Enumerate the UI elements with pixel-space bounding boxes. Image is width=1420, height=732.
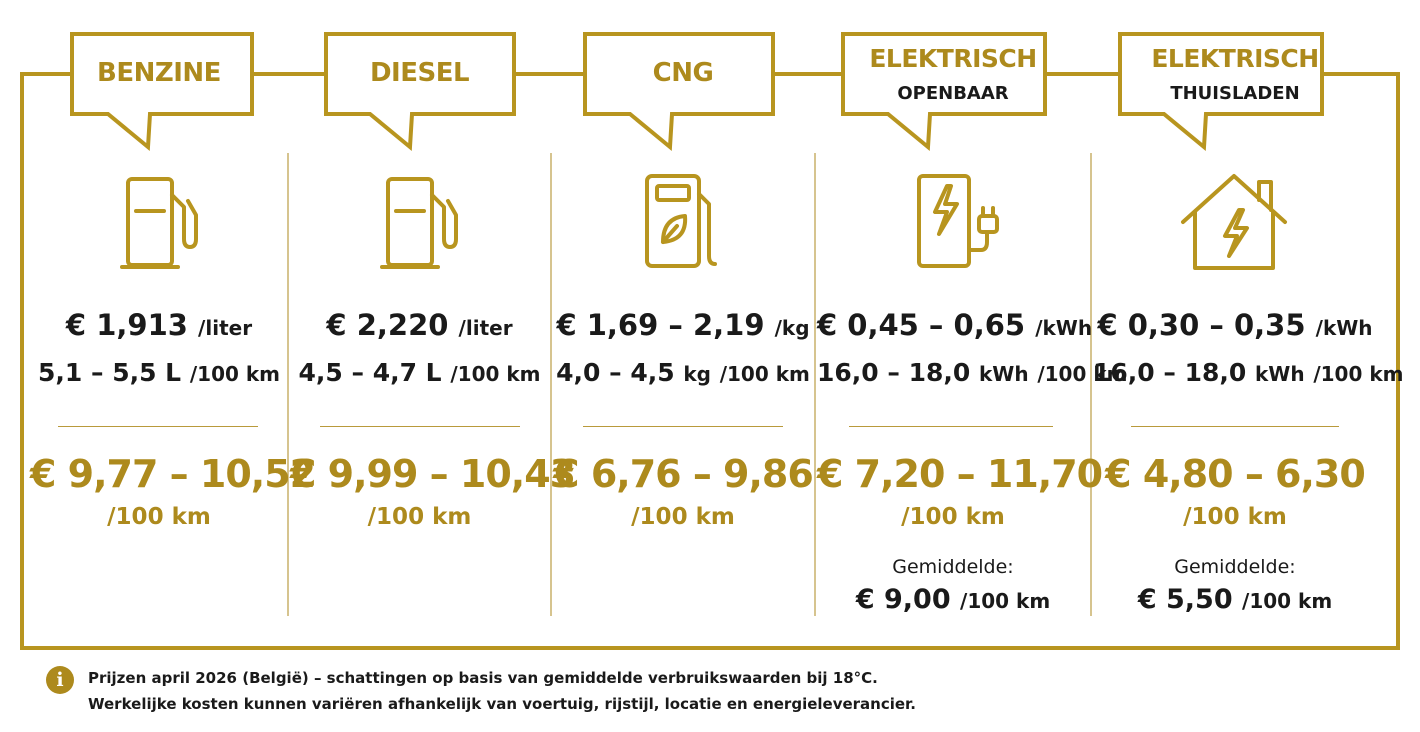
consumption-line: 4,5 – 4,7 L /100 km <box>290 358 549 387</box>
average-unit: /100 km <box>1242 589 1333 613</box>
consumption-unit: /100 km <box>719 362 810 386</box>
price-value: € 0,45 – 0,65 <box>817 308 1026 342</box>
consumption-unit: /100 km <box>450 362 541 386</box>
bubble-title: ELEKTRISCH <box>1151 44 1319 73</box>
consumption-line: 16,0 – 18,0 kWh /100 km <box>817 358 1127 387</box>
price-value: € 0,30 – 0,35 <box>1097 308 1306 342</box>
average-value: € 5,50 <box>1137 584 1233 615</box>
bubble-subtitle: THUISLADEN <box>1170 83 1300 104</box>
fuel-pump-icon <box>380 177 458 269</box>
consumption-unit-mid: kWh <box>979 362 1029 386</box>
average-unit: /100 km <box>960 589 1051 613</box>
bubble-subtitle: OPENBAAR <box>897 83 1009 104</box>
cost-range: € 9,77 – 10,52 <box>30 452 316 496</box>
price-unit: /liter <box>458 316 513 340</box>
consumption-unit: /100 km <box>189 362 280 386</box>
footer-line-1: Prijzen april 2026 (België) – schattinge… <box>88 669 878 687</box>
consumption-unit-mid: kWh <box>1255 362 1305 386</box>
price-value: € 2,220 <box>326 308 449 342</box>
cost-unit: /100 km <box>367 504 472 530</box>
cost-unit: /100 km <box>107 504 211 530</box>
column-benzine: BENZINE € 1,913 /liter 5,1 – 5,5 L /100 … <box>30 0 316 650</box>
bubble-cng <box>583 32 775 152</box>
price-unit: /kWh <box>1315 316 1373 340</box>
column-cng: CNG € 1,69 – 2,19 /kg 4,0 – 4,5 kg /100 … <box>553 0 814 650</box>
consumption-unit: /100 km <box>1313 362 1404 386</box>
info-icon: i <box>46 666 74 694</box>
footer-line-2: Werkelijke kosten kunnen variëren afhank… <box>88 695 917 713</box>
price-unit: /kWh <box>1035 316 1093 340</box>
consumption-unit-mid: kg <box>683 362 711 386</box>
fuel-pump-icon <box>120 177 198 269</box>
cng-pump-leaf-icon <box>645 174 717 268</box>
price-line: € 0,30 – 0,35 /kWh <box>1093 308 1377 342</box>
price-unit: /kg <box>774 316 810 340</box>
column-elektrisch-openbaar: ELEKTRISCH OPENBAAR € 0,45 – 0,65 /kWh 1… <box>817 0 1127 650</box>
bubble-benzine <box>70 32 254 152</box>
bubble-diesel <box>324 32 516 152</box>
cost-unit: /100 km <box>1183 504 1287 530</box>
separator <box>320 426 520 427</box>
cost-unit: /100 km <box>901 504 1005 530</box>
bubble-title: CNG <box>652 58 714 88</box>
charging-station-icon <box>917 174 999 268</box>
average-value-line: € 9,00 /100 km <box>817 584 1089 615</box>
separator <box>583 426 783 427</box>
bubble-title: ELEKTRISCH <box>869 44 1037 73</box>
consumption-unit: /100 km <box>1037 362 1128 386</box>
price-value: € 1,69 – 2,19 <box>556 308 765 342</box>
average-label: Gemiddelde: <box>1174 556 1296 578</box>
consumption-line: 4,0 – 4,5 kg /100 km <box>553 358 813 387</box>
bubble-title: DIESEL <box>369 58 470 88</box>
price-value: € 1,913 <box>65 308 188 342</box>
cost-unit: /100 km <box>631 504 735 530</box>
consumption-value: 4,0 – 4,5 <box>556 358 675 387</box>
cost-range: € 9,99 – 10,43 <box>290 452 576 496</box>
consumption-value: 16,0 – 18,0 <box>1093 358 1247 387</box>
separator <box>849 426 1053 427</box>
average-label: Gemiddelde: <box>892 556 1014 578</box>
consumption-value: 5,1 – 5,5 L <box>38 358 182 387</box>
column-elektrisch-thuisladen: ELEKTRISCH THUISLADEN € 0,30 – 0,35 /kWh… <box>1093 0 1403 650</box>
consumption-value: 16,0 – 18,0 <box>817 358 971 387</box>
bubble-elektrisch-thuisladen <box>1118 32 1324 152</box>
bubble-elektrisch-openbaar <box>841 32 1047 152</box>
average-value: € 9,00 <box>855 584 951 615</box>
average-value-line: € 5,50 /100 km <box>1093 584 1377 615</box>
column-diesel: DIESEL € 2,220 /liter 4,5 – 4,7 L /100 k… <box>290 0 576 650</box>
price-line: € 1,913 /liter <box>30 308 288 342</box>
bubble-title: BENZINE <box>97 58 221 88</box>
consumption-line: 5,1 – 5,5 L /100 km <box>30 358 288 387</box>
price-line: € 0,45 – 0,65 /kWh <box>817 308 1093 342</box>
cost-range: € 4,80 – 6,30 <box>1105 452 1366 496</box>
separator <box>1131 426 1339 427</box>
consumption-value: 4,5 – 4,7 L <box>298 358 442 387</box>
price-unit: /liter <box>198 316 253 340</box>
cost-range: € 6,76 – 9,86 <box>553 452 814 496</box>
house-lightning-icon <box>1181 174 1287 270</box>
price-line: € 2,220 /liter <box>290 308 549 342</box>
cost-range: € 7,20 – 11,70 <box>817 452 1103 496</box>
price-line: € 1,69 – 2,19 /kg <box>553 308 813 342</box>
consumption-line: 16,0 – 18,0 kWh /100 km <box>1093 358 1403 387</box>
separator <box>58 426 258 427</box>
